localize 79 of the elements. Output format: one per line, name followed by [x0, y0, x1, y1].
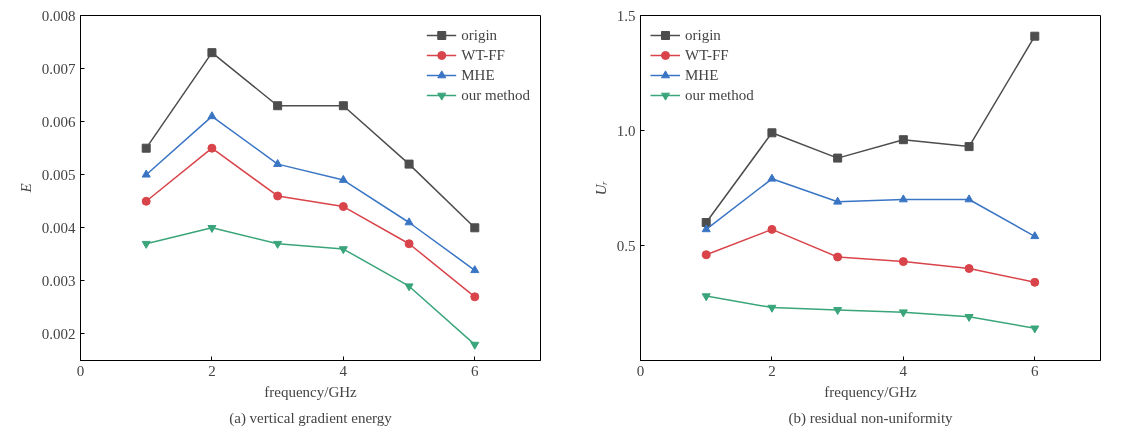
point — [207, 48, 217, 58]
x-tick-label: 4 — [339, 362, 348, 379]
point — [701, 250, 711, 260]
legend-label: MHE — [685, 66, 719, 84]
point — [898, 309, 908, 318]
y-tick-label: 1.5 — [616, 7, 636, 24]
point — [898, 135, 908, 145]
point — [141, 143, 151, 153]
point — [338, 101, 348, 111]
point — [273, 101, 283, 111]
point — [141, 196, 151, 206]
x-tick-label: 2 — [768, 362, 776, 379]
point — [964, 313, 974, 322]
point — [833, 307, 843, 316]
point — [898, 257, 908, 267]
point — [1030, 31, 1040, 41]
legend-label: MHE — [461, 66, 495, 84]
point — [404, 159, 414, 169]
point — [404, 239, 414, 249]
point — [141, 240, 151, 249]
point — [964, 142, 974, 152]
point — [1030, 325, 1040, 334]
point — [767, 224, 777, 234]
y-tick-label: 0.004 — [41, 219, 76, 236]
point — [470, 223, 480, 233]
point — [141, 169, 151, 178]
point — [470, 341, 480, 350]
legend-label: origin — [461, 26, 498, 44]
point — [964, 264, 974, 273]
y-tick-label: 0.005 — [41, 166, 76, 183]
text: (b) residual non-uniformity — [788, 409, 954, 427]
point — [767, 173, 777, 182]
point — [767, 128, 777, 138]
point — [207, 143, 217, 153]
point — [338, 174, 348, 183]
point — [767, 304, 777, 313]
x-axis-title: frequency/GHz — [824, 383, 918, 400]
point — [833, 153, 843, 163]
point — [1030, 231, 1040, 240]
point — [338, 202, 348, 212]
x-tick-label: 2 — [208, 362, 216, 379]
y-tick-label: 0.007 — [41, 60, 76, 77]
y-tick-label: 0.002 — [41, 325, 76, 342]
point — [273, 191, 283, 201]
point — [338, 246, 348, 255]
x-tick-label: 0 — [76, 362, 85, 379]
point — [470, 265, 480, 274]
legend-label: our method — [685, 86, 754, 104]
point — [898, 194, 908, 203]
x-axis-title: frequency/GHz — [264, 383, 358, 400]
point — [404, 283, 414, 292]
x-tick-label: 6 — [471, 362, 480, 379]
point — [833, 196, 843, 205]
y-tick-label: 0.008 — [41, 7, 76, 24]
legend-label: our method — [461, 86, 530, 104]
legend-label: WT-FF — [461, 46, 505, 64]
legend-label: WT-FF — [685, 46, 729, 64]
point — [207, 111, 217, 120]
x-tick-label: 0 — [636, 362, 645, 379]
point — [273, 240, 283, 249]
point — [470, 292, 480, 302]
x-tick-label: 4 — [899, 362, 908, 379]
legend-label: origin — [685, 26, 721, 44]
point — [701, 293, 711, 302]
y-axis-title: E — [17, 183, 34, 194]
y-tick-label: 0.003 — [41, 272, 76, 289]
y-tick-label: 1.0 — [616, 122, 636, 139]
point — [207, 225, 217, 233]
y-tick-label: 0.006 — [41, 113, 76, 130]
x-tick-label: 6 — [1031, 362, 1040, 379]
point — [964, 194, 974, 203]
point — [701, 224, 711, 233]
point — [1030, 277, 1040, 287]
y-axis-title: Uᵣ — [592, 180, 609, 196]
point — [404, 217, 414, 226]
point — [273, 159, 283, 167]
text: (a) vertical gradient energy — [229, 409, 393, 427]
point — [833, 252, 843, 262]
y-tick-label: 0.5 — [616, 237, 636, 254]
